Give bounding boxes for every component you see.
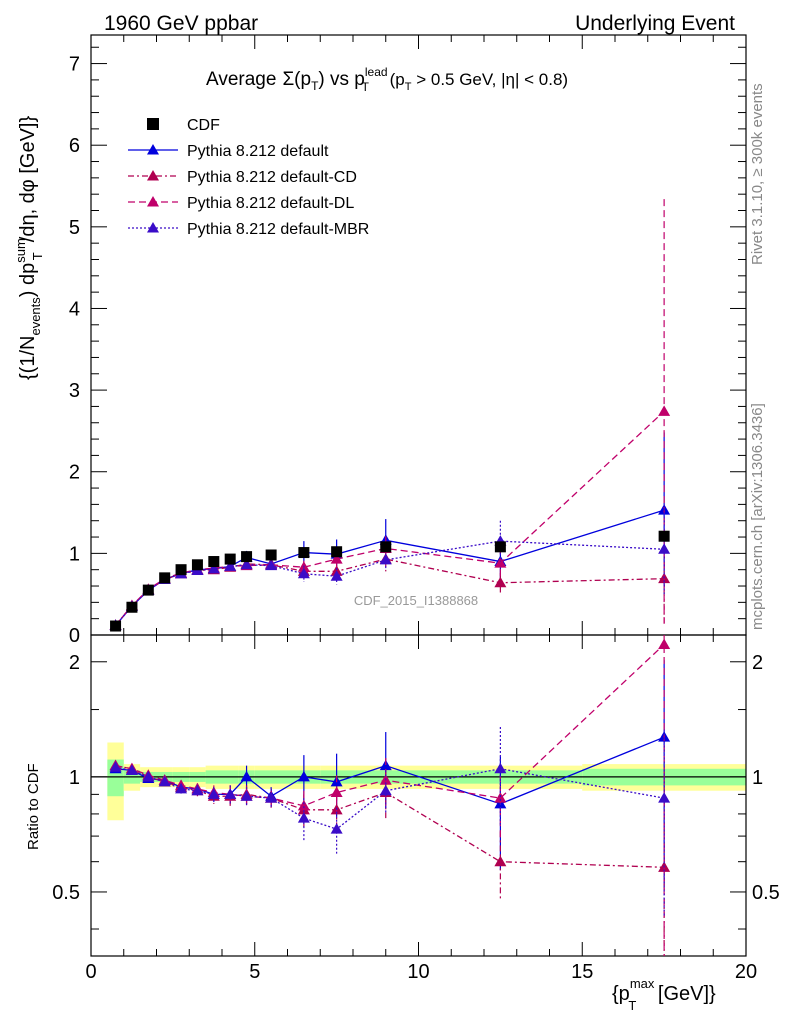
y-tick-label: 4 (69, 298, 80, 320)
analysis-watermark: CDF_2015_I1388868 (354, 593, 478, 608)
main-line-cd (115, 558, 665, 626)
main-point-cdf (224, 553, 236, 565)
rivet-label: Rivet 3.1.10, ≥ 300k events (749, 83, 766, 265)
ratio-uncertainty-bands (107, 742, 746, 821)
main-point-cd (494, 576, 507, 588)
main-point-mbr (224, 560, 237, 571)
x-tick-label: 0 (85, 961, 96, 983)
legend-marker-dl (147, 196, 159, 207)
x-tick-label: 5 (249, 961, 260, 983)
ratio-point-mbr (240, 790, 253, 801)
main-point-mbr (379, 553, 392, 565)
main-point-mbr (207, 562, 220, 574)
y-tick-label: 7 (69, 54, 80, 76)
legend-label-mbr: Pythia 8.212 default-MBR (187, 221, 369, 238)
ratio-point-dl (494, 792, 507, 803)
legend-marker-mbr (147, 222, 159, 233)
legend-label-cd: Pythia 8.212 default-CD (187, 169, 357, 186)
ratio-point-mbr (125, 764, 138, 775)
ratio-line-dl (115, 643, 665, 807)
legend-label-data: CDF (187, 117, 220, 134)
ratio-point-mbr (142, 770, 155, 782)
ratio-point-mbr (175, 782, 188, 794)
y-tick-label: 1 (69, 543, 80, 565)
ratio-point-default (240, 770, 253, 782)
main-point-mbr (265, 559, 278, 571)
ratio-point-mbr (658, 792, 671, 803)
ratio-point-mbr (224, 788, 237, 799)
header-left: 1960 GeV ppbar (104, 12, 258, 35)
main-point-mbr (297, 567, 310, 579)
legend-marker-cdf (147, 118, 159, 130)
ratio-line-mbr (115, 766, 665, 830)
main-point-cdf (494, 541, 506, 553)
ratio-point-mbr (297, 812, 310, 823)
legend-label-dl: Pythia 8.212 default-DL (187, 195, 354, 212)
axes: 0 5 10 15 20 0 1 2 3 4 5 6 7 0.5 0.5 1 1 2 2 (52, 34, 780, 983)
plot-title: Average Σ(pT) vs plead T (pT > 0.5 GeV, |η… (206, 65, 568, 94)
ratio-y-tick-label: 0.5 (52, 882, 80, 904)
y-tick-label: 5 (69, 217, 80, 239)
main-point-mbr (330, 570, 343, 581)
legend: CDF Pythia 8.212 default Pythia 8.212 defa… (128, 117, 369, 238)
main-point-cdf (126, 601, 138, 613)
ratio-y-tick-label-right: 1 (752, 767, 763, 789)
ratio-point-default (297, 770, 310, 782)
main-line-mbr (115, 540, 665, 626)
ratio-point-dl (297, 799, 310, 811)
main-point-cdf (241, 551, 253, 563)
y-tick-label: 2 (69, 462, 80, 484)
ratio-point-mbr (265, 792, 278, 803)
y-tick-label: 6 (69, 135, 80, 157)
main-point-cdf (142, 584, 154, 596)
main-point-cdf (658, 530, 670, 542)
ratio-point-mbr (158, 775, 171, 787)
main-point-cdf (191, 559, 203, 571)
main-point-cdf (298, 547, 310, 559)
main-point-dl (330, 553, 343, 564)
legend-marker-cd (147, 170, 159, 181)
ratio-point-dl (330, 786, 343, 798)
main-point-cdf (331, 546, 343, 558)
ratio-y-tick-label-right: 2 (752, 652, 763, 674)
x-axis-label: {pmax T [GeV]} (612, 976, 716, 1013)
main-point-cdf (159, 572, 171, 584)
ratio-y-tick-label-right: 0.5 (752, 882, 780, 904)
ratio-point-mbr (379, 784, 392, 796)
ratio-point-mbr (207, 788, 220, 799)
ratio-point-cd (494, 855, 507, 867)
y-axis-label: {(1/Nevents) dpsum T/dη, dφ [GeV]} (13, 116, 45, 380)
main-point-cdf (110, 620, 122, 632)
x-tick-label: 15 (571, 961, 593, 983)
ratio-point-mbr (494, 762, 507, 774)
header-right: Underlying Event (575, 12, 735, 35)
ratio-point-dl (658, 638, 671, 649)
legend-marker-default (147, 144, 159, 155)
data-marks (109, 199, 671, 956)
ratio-y-tick-label: 2 (69, 652, 80, 674)
ratio-y-tick-label: 1 (69, 767, 80, 789)
main-point-cdf (175, 564, 187, 576)
legend-label-default: Pythia 8.212 default (187, 143, 329, 160)
y-tick-label: 0 (69, 625, 80, 647)
main-point-mbr (658, 543, 671, 554)
main-point-cdf (208, 556, 220, 568)
main-point-dl (494, 557, 507, 568)
mcplots-label: mcplots.cern.ch [arXiv:1306.3436] (749, 403, 766, 630)
x-tick-label: 20 (735, 961, 757, 983)
ratio-y-axis-label: Ratio to CDF (25, 763, 42, 850)
main-point-cdf (380, 541, 392, 553)
ratio-point-mbr (109, 761, 122, 772)
main-point-dl (658, 405, 671, 416)
main-point-cdf (265, 549, 277, 561)
ratio-point-mbr (330, 823, 343, 834)
ratio-point-mbr (191, 784, 204, 796)
y-tick-label: 3 (69, 380, 80, 402)
x-tick-label: 10 (407, 961, 429, 983)
main-point-mbr (240, 558, 253, 570)
